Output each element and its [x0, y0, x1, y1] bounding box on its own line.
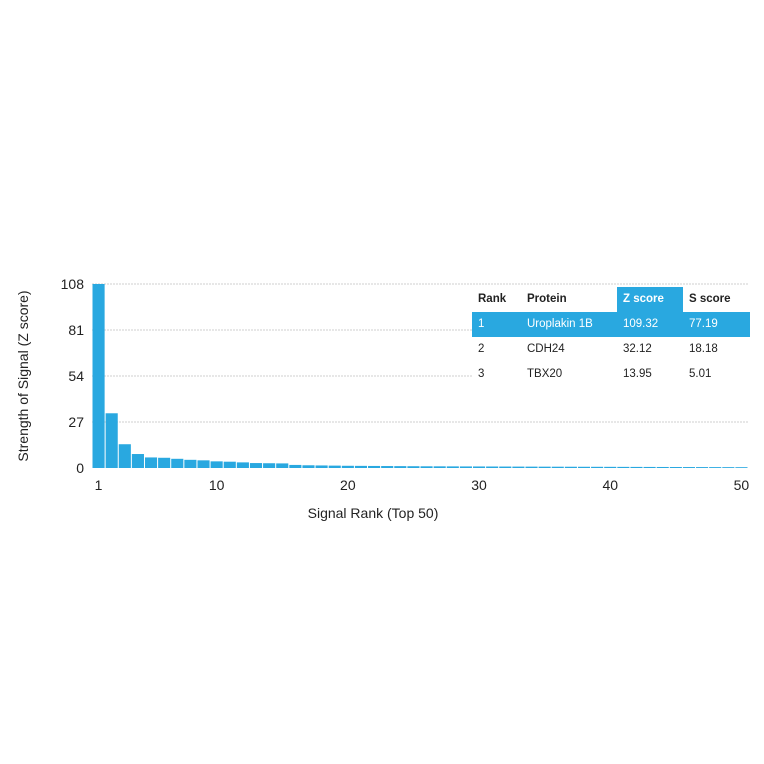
header-z-score: Z score — [617, 286, 683, 312]
cell-rank: 1 — [478, 318, 485, 330]
bar — [368, 465, 381, 468]
bar — [722, 467, 735, 468]
y-tick-label: 27 — [68, 414, 84, 430]
bar — [131, 454, 144, 468]
y-axis-label: Strength of Signal (Z score) — [15, 290, 31, 461]
bar — [682, 467, 696, 468]
cell-rank: 2 — [478, 343, 485, 355]
bar — [446, 466, 459, 468]
bar — [538, 466, 551, 468]
bar — [735, 467, 748, 468]
y-tick-label: 108 — [61, 276, 85, 292]
bar — [92, 284, 105, 468]
x-tick-label: 20 — [340, 477, 356, 493]
bar — [407, 466, 420, 468]
header-protein: Protein — [527, 292, 567, 305]
table-row: 3 TBX20 13.95 5.01 — [472, 362, 750, 387]
bar — [236, 462, 249, 468]
bar — [577, 466, 591, 468]
bar — [381, 466, 394, 468]
bar — [394, 466, 407, 468]
bar — [656, 466, 669, 468]
cell-z-score: 32.12 — [623, 343, 652, 355]
bar — [617, 466, 630, 468]
cell-protein: CDH24 — [527, 343, 565, 355]
y-tick-label: 81 — [68, 322, 84, 338]
x-tick-label: 40 — [602, 477, 618, 493]
y-tick-label: 54 — [68, 368, 84, 384]
cell-protein: TBX20 — [527, 368, 563, 380]
table-header: Rank Protein Z score S score — [472, 286, 750, 312]
x-tick-label: 50 — [734, 477, 750, 493]
bar — [223, 461, 236, 468]
cell-s-score: 18.18 — [689, 343, 718, 355]
bar — [197, 460, 210, 468]
bar — [328, 465, 341, 468]
bar — [459, 466, 472, 468]
bar — [276, 463, 289, 468]
bar — [158, 457, 171, 468]
cell-protein: Uroplakin 1B — [527, 318, 593, 330]
x-tick-label: 10 — [209, 477, 225, 493]
y-tick-label: 0 — [76, 460, 84, 476]
x-axis-label: Signal Rank (Top 50) — [308, 505, 439, 521]
header-s-score: S score — [689, 292, 731, 305]
bar — [551, 466, 564, 468]
cell-z-score: 13.95 — [623, 368, 652, 380]
cell-s-score: 5.01 — [689, 368, 712, 380]
header-rank: Rank — [478, 292, 507, 305]
bar — [315, 465, 328, 468]
bar — [433, 466, 446, 468]
table-row: 2 CDH24 32.12 18.18 — [472, 337, 750, 362]
bar — [144, 457, 158, 468]
bar — [354, 465, 368, 468]
bar — [263, 463, 276, 468]
bar — [210, 461, 223, 468]
cell-rank: 3 — [478, 368, 485, 380]
x-tick-label: 1 — [95, 477, 103, 493]
cell-s-score: 77.19 — [689, 318, 718, 330]
bar — [171, 458, 184, 468]
bar — [643, 466, 656, 468]
bar — [696, 467, 709, 468]
bar — [512, 466, 525, 468]
bar — [341, 465, 354, 468]
bar — [669, 467, 682, 468]
bar — [525, 466, 538, 468]
bar — [249, 463, 263, 468]
bar — [302, 465, 315, 468]
bar — [118, 444, 131, 468]
bar — [709, 467, 722, 468]
table-row: 1 Uroplakin 1B 109.32 77.19 — [472, 312, 750, 337]
x-tick-label: 30 — [471, 477, 487, 493]
top-proteins-table: Rank Protein Z score S score 1 Uroplakin… — [472, 286, 750, 387]
bar — [289, 464, 302, 468]
bar — [630, 466, 643, 468]
bar — [499, 466, 512, 468]
bar — [486, 466, 499, 468]
bar — [564, 466, 577, 468]
cell-z-score: 109.32 — [623, 318, 659, 330]
bar — [591, 466, 604, 468]
bar — [105, 413, 118, 468]
bar — [604, 466, 617, 468]
bar — [184, 459, 197, 468]
bar — [472, 466, 486, 468]
bar — [420, 466, 433, 468]
